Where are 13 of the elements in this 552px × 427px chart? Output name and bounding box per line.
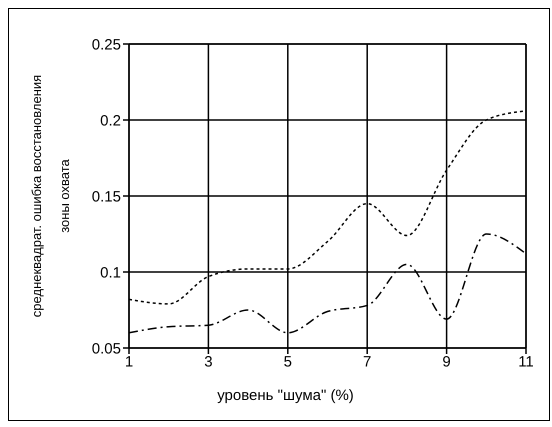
x-tick-label: 3 (204, 354, 213, 371)
x-tick-label: 5 (284, 354, 292, 371)
y-tick-label: 0.25 (92, 36, 121, 54)
x-tick-label: 9 (442, 354, 451, 371)
y-tick-label: 0.05 (92, 340, 121, 358)
y-tick-label: 0.1 (100, 264, 121, 282)
y-tick-label: 0.2 (100, 112, 121, 130)
x-tick-label: 1 (124, 354, 134, 371)
y-tick-label: 0.15 (92, 188, 121, 206)
x-axis-title: уровень "шума" (%) (217, 387, 354, 404)
x-tick-label: 7 (363, 354, 372, 371)
x-tick-label: 11 (518, 354, 534, 371)
y-axis-title: среднеквадрат. ошибка восстановления зоны охвата (29, 74, 72, 318)
